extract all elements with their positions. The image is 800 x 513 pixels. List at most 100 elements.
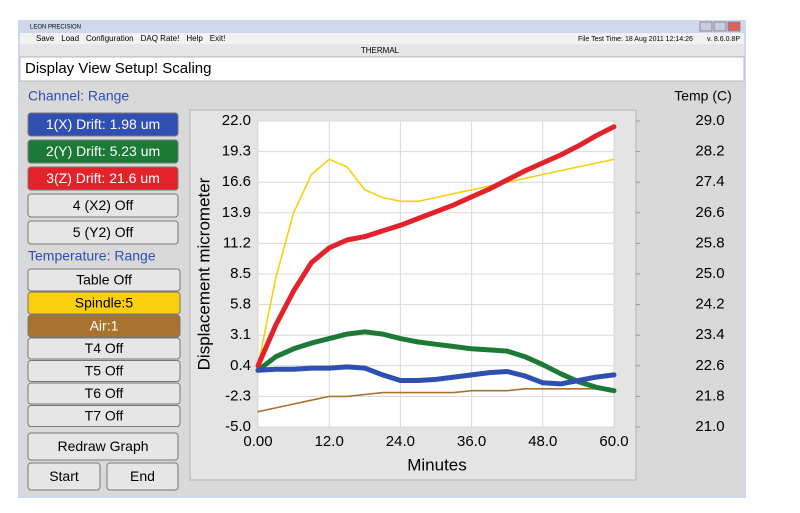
y2-tick-label: 29.0 [695, 112, 724, 129]
button-face [27, 432, 179, 461]
button[interactable]: End [106, 462, 179, 491]
y2-tick-label: 28.2 [695, 143, 724, 160]
mode-label: THERMAL [361, 46, 400, 55]
y-tick-label: 0.4 [230, 357, 251, 374]
y2-tick-label: 25.0 [695, 265, 724, 282]
window-control[interactable] [727, 21, 741, 32]
toolbar-menu[interactable]: Display View Setup! Scaling [25, 60, 212, 77]
button-face [27, 268, 181, 292]
y2-axis-title: Temp (C) [674, 88, 732, 104]
button[interactable]: 3(Z) Drift: 21.6 um [27, 166, 179, 191]
y2-tick-label: 27.4 [695, 173, 724, 190]
menu-item[interactable]: Help [186, 34, 203, 43]
y-tick-label: 22.0 [222, 112, 251, 129]
button-label: T6 Off [85, 385, 124, 401]
button-label: 2(Y) Drift: 5.23 um [46, 143, 160, 159]
button[interactable]: T5 Off [27, 360, 181, 382]
version-text: v. 8.6.0.8P [707, 36, 740, 43]
toolbar [19, 56, 745, 82]
button[interactable]: Table Off [27, 268, 181, 292]
series-line [257, 388, 615, 413]
button-label: T7 Off [85, 408, 124, 424]
button-face [27, 462, 101, 491]
y2-tick-label: 21.8 [695, 387, 724, 404]
menu-item[interactable]: DAQ Rate! [141, 34, 180, 43]
y-tick-label: 5.8 [230, 296, 251, 313]
button-face [27, 112, 179, 137]
series-line [255, 329, 617, 394]
button-face [27, 405, 181, 427]
button[interactable]: Spindle:5 [27, 291, 181, 315]
button-label: T5 Off [85, 363, 124, 379]
button-face [27, 314, 181, 338]
button-face [106, 462, 179, 491]
menu-item[interactable]: Load [61, 34, 79, 43]
button-label: 3(Z) Drift: 21.6 um [46, 170, 160, 186]
menu-item[interactable]: Configuration [86, 34, 134, 43]
button[interactable]: Air:1 [27, 314, 181, 338]
button-face [27, 291, 181, 315]
y2-tick-label: 25.8 [695, 234, 724, 251]
temperature-heading: Temperature: Range [28, 248, 156, 264]
button[interactable]: 2(Y) Drift: 5.23 um [27, 139, 179, 164]
x-tick-label: 36.0 [457, 433, 486, 450]
x-axis-title: Minutes [407, 455, 467, 474]
y2-tick-label: 21.0 [695, 418, 724, 435]
button-label: T4 Off [85, 340, 124, 356]
button-label: Start [49, 468, 79, 484]
y2-tick-label: 24.2 [695, 296, 724, 313]
button[interactable]: 4 (X2) Off [27, 193, 179, 218]
button-label: Table Off [76, 272, 132, 288]
button-face [27, 337, 181, 360]
series-line [255, 124, 617, 369]
menu-item[interactable]: Save [36, 34, 55, 43]
button-face [27, 382, 181, 405]
button[interactable]: T4 Off [27, 337, 181, 360]
y2-tick-label: 22.6 [695, 357, 724, 374]
y-tick-label: 11.2 [223, 234, 251, 251]
x-tick-label: 12.0 [315, 433, 344, 450]
status-text: File Test Time: 18 Aug 2011 12:14:26 [578, 36, 693, 43]
button[interactable]: T7 Off [27, 405, 181, 427]
button-label: 5 (Y2) Off [73, 224, 134, 240]
button-label: Redraw Graph [57, 438, 148, 454]
button[interactable]: Start [27, 462, 101, 491]
y-axis-title: Displacement micrometer [194, 177, 213, 370]
button[interactable]: 1(X) Drift: 1.98 um [27, 112, 179, 137]
window-control[interactable] [713, 21, 727, 32]
window-control[interactable] [699, 21, 713, 32]
x-tick-label: 60.0 [599, 433, 628, 450]
button-face [27, 360, 181, 382]
y2-tick-label: 23.4 [695, 326, 724, 343]
x-tick-label: 0.00 [243, 433, 272, 450]
y-tick-label: 3.1 [230, 326, 251, 343]
button-label: End [130, 468, 155, 484]
series-line [257, 158, 615, 367]
button-label: 1(X) Drift: 1.98 um [46, 116, 160, 132]
x-tick-label: 48.0 [528, 433, 557, 450]
y-tick-label: 13.9 [222, 204, 251, 221]
series-line [255, 364, 617, 387]
y-tick-label: -5.0 [225, 418, 251, 435]
y-tick-label: -2.3 [225, 387, 251, 404]
y-tick-label: 19.3 [222, 143, 251, 160]
menu-bar [20, 33, 744, 44]
y2-tick-label: 26.6 [695, 204, 724, 221]
button-label: Spindle:5 [75, 295, 134, 311]
button-label: 4 (X2) Off [73, 197, 134, 213]
menu-item[interactable]: Exit! [210, 34, 226, 43]
button[interactable]: Redraw Graph [27, 432, 179, 461]
button-label: Air:1 [90, 318, 119, 334]
button[interactable]: T6 Off [27, 382, 181, 405]
button-face [27, 139, 179, 164]
y-tick-label: 8.5 [230, 265, 251, 282]
button-face [27, 166, 179, 191]
button-face [27, 193, 179, 218]
mode-bar [20, 44, 744, 56]
window-title: LEON PRECISION [30, 25, 81, 31]
button-face [27, 220, 179, 245]
y-tick-label: 16.6 [222, 173, 251, 190]
button[interactable]: 5 (Y2) Off [27, 220, 179, 245]
x-tick-label: 24.0 [386, 433, 415, 450]
